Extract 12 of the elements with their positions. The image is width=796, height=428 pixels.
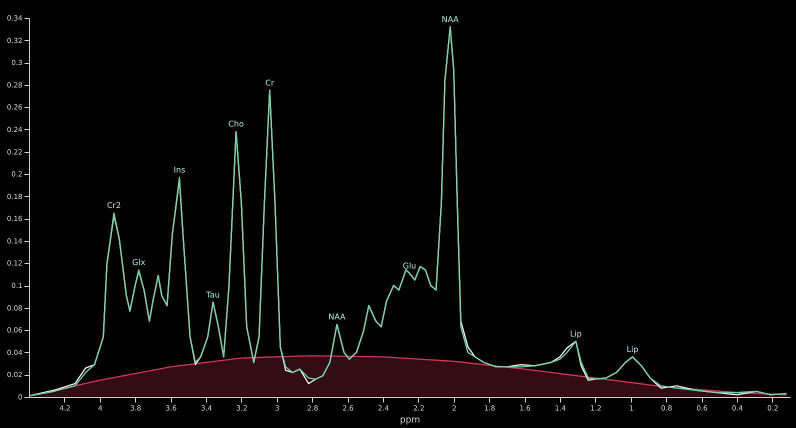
annotation: Cr xyxy=(265,78,275,88)
annotation: Ins xyxy=(174,165,186,174)
annotation: NAA xyxy=(328,312,346,322)
annotation: Tau xyxy=(205,290,220,300)
x-axis-title: ppm xyxy=(400,416,420,426)
annotation: Glu xyxy=(402,261,416,270)
annotation: Cr2 xyxy=(106,201,121,210)
annotation: Glx xyxy=(132,258,146,267)
annotation: NAA xyxy=(442,14,460,24)
annotation: Lip xyxy=(570,329,582,338)
annotation: Lip xyxy=(626,344,638,354)
annotation: Cho xyxy=(228,120,244,129)
